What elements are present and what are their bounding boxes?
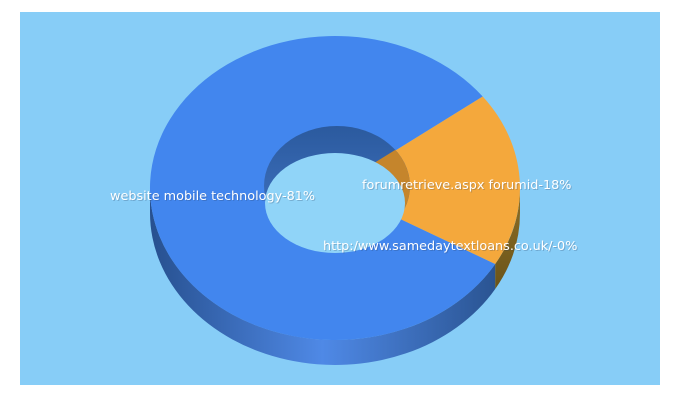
blue-slice-side-wall	[150, 188, 496, 365]
label-website-mobile-technology: website mobile technology-81%	[110, 189, 315, 204]
label-samedaytextloans-url: http:/www.samedaytextloans.co.uk/-0%	[323, 239, 577, 254]
hole-floor	[265, 153, 405, 253]
orange-slice-side-wall	[495, 188, 520, 289]
label-forumretrieve-aspx-forumid: forumretrieve.aspx forumid-18%	[362, 178, 571, 193]
slice-forumretrieve-aspx-forumid	[335, 96, 520, 264]
